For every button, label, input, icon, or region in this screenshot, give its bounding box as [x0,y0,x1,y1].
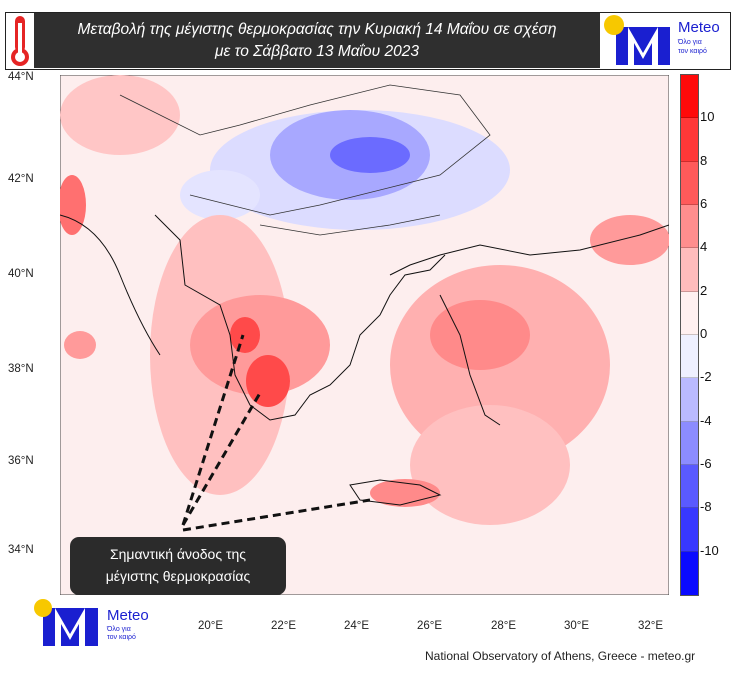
colorbar-tick-label: -4 [700,412,712,428]
meteo-logo-top: Meteo Όλο για τον καιρό [602,13,728,68]
annotation-callout: Σημαντική άνοδος της μέγιστης θερμοκρασί… [70,537,286,595]
lon-tick-label: 32°E [638,620,664,632]
callout-line: μέγιστης θερμοκρασίας [105,568,251,584]
colorbar-tick-label: -10 [700,542,719,558]
colorbar-bin [681,75,698,119]
colorbar-tick-label: 2 [700,282,708,298]
callout-line: Σημαντική άνοδος της [109,546,247,562]
lon-tick-label: 26°E [417,620,443,632]
coastlines [60,214,669,506]
lat-tick-label: 42°N [8,173,34,185]
meteo-logo-bottom: Meteo Όλο για τον καιρό [33,598,153,648]
colorbar-tick-label: 6 [700,196,708,211]
title-line-2: με το Σάββατο 13 Μαΐου 2023 [215,43,419,60]
logo-name: Meteo [107,607,149,624]
lon-tick-label: 30°E [564,620,590,632]
logo-tagline: τον καιρό [107,634,136,641]
lat-tick-label: 44°N [8,71,34,83]
negative-anomaly-region [180,110,510,230]
colorbar-bin [681,291,698,335]
lon-tick-label: 24°E [344,620,370,632]
credit-text: National Observatory of Athens, Greece -… [425,649,696,663]
colorbar-tick-label: -2 [700,369,712,385]
colorbar-bin [681,464,698,509]
colorbar [680,74,699,596]
lat-tick-label: 36°N [8,455,34,467]
colorbar-bin [681,204,698,249]
thermometer-icon [11,16,29,66]
colorbar-bin [681,551,698,595]
lon-tick-label: 22°E [271,620,297,632]
colorbar-bin [681,248,698,292]
colorbar-tick-label: -8 [700,499,712,515]
colorbar-bin [681,421,698,465]
logo-tagline: Όλο για [107,626,131,633]
lon-tick-label: 20°E [198,620,224,632]
logo-tagline: Όλο για [678,39,702,46]
colorbar-tick-label: 0 [700,326,708,341]
colorbar-bin [681,161,698,205]
borders [119,84,491,236]
page-title: Μεταβολή της μέγιστης θερμοκρασίας την Κ… [34,13,600,68]
colorbar-tick-label: -6 [700,456,712,471]
meteo-logo-mark [34,599,98,646]
colorbar-bin [681,378,698,422]
colorbar-tick-label: 4 [700,239,708,255]
colorbar-tick-label: 10 [700,109,715,125]
logo-tagline: τον καιρό [678,48,707,55]
colorbar-bin [681,118,698,162]
meteo-logo-mark [604,15,670,65]
temperature-change-map [60,75,669,595]
lon-tick-label: 28°E [491,620,517,632]
colorbar-tick-label: 8 [700,152,708,168]
colorbar-bin [681,334,698,379]
lat-tick-label: 34°N [8,544,34,556]
lat-tick-label: 38°N [8,363,34,375]
colorbar-bin [681,508,698,552]
callout-arrows [181,334,371,532]
logo-name: Meteo [678,19,720,36]
lat-tick-label: 40°N [8,268,34,280]
title-line-1: Μεταβολή της μέγιστης θερμοκρασίας την Κ… [77,21,557,38]
